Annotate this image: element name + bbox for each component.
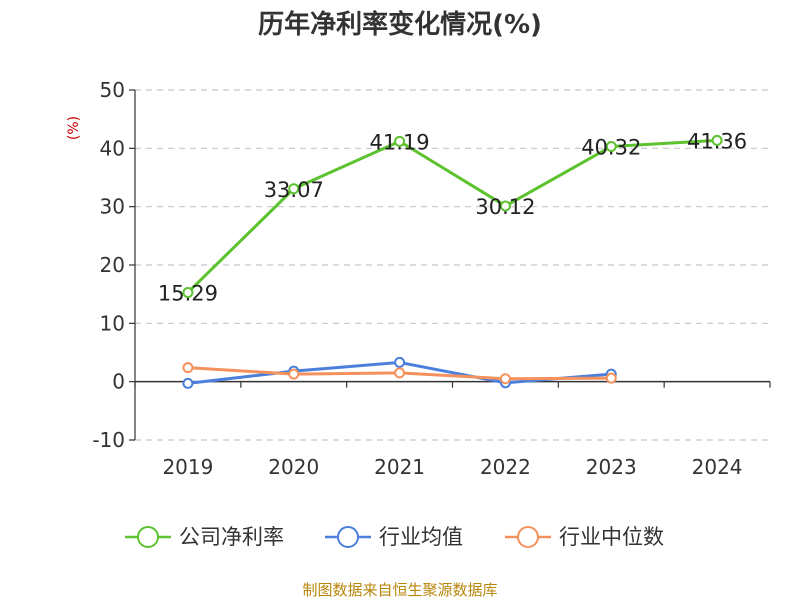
data-point (605, 140, 617, 152)
x-tick-label: 2024 (692, 455, 743, 479)
source-note: 制图数据来自恒生聚源数据库 (302, 581, 497, 599)
data-point (288, 368, 300, 380)
x-tick-label: 2019 (162, 455, 213, 479)
data-labels: 15.29 33.07 41.19 30.12 40.32 41.36 (158, 129, 747, 305)
legend-item[interactable]: 行业均值 (325, 525, 463, 549)
data-point (182, 377, 194, 389)
data-label: 40.32 (581, 135, 641, 159)
y-axis-label: (%) (66, 116, 82, 140)
x-tick-label: 2023 (586, 455, 637, 479)
x-tick-label: 2020 (268, 455, 319, 479)
y-tick-label: -10 (92, 428, 125, 452)
data-point (394, 356, 406, 368)
legend-marker (137, 526, 159, 548)
data-point (499, 200, 511, 212)
y-tick-label: 10 (100, 311, 125, 335)
data-point (288, 183, 300, 195)
legend-label: 行业中位数 (559, 525, 664, 549)
data-point (394, 367, 406, 379)
data-label: 30.12 (475, 195, 535, 219)
y-tick-label: 40 (100, 136, 125, 160)
data-point (605, 372, 617, 384)
legend-label: 行业均值 (379, 525, 463, 549)
legend-marker (337, 526, 359, 548)
legend: 公司净利率 行业均值 行业中位数 (125, 525, 664, 549)
data-label: 41.36 (687, 129, 747, 153)
x-tick-label: 2022 (480, 455, 531, 479)
axes: 50 40 30 20 10 0 -10 2019 2020 2021 2022 2023 2024 (92, 78, 771, 479)
legend-label: 公司净利率 (179, 525, 284, 549)
data-point (499, 373, 511, 385)
grid-lines (135, 89, 770, 441)
data-label: 33.07 (264, 178, 324, 202)
y-tick-label: 20 (100, 253, 125, 277)
series-lines (182, 134, 723, 389)
y-tick-label: 0 (112, 370, 125, 394)
data-label: 41.19 (370, 130, 430, 154)
chart-title: 历年净利率变化情况(%) (258, 9, 542, 40)
data-label: 15.29 (158, 281, 218, 305)
legend-item[interactable]: 行业中位数 (505, 525, 664, 549)
data-point (711, 134, 723, 146)
data-point (182, 286, 194, 298)
legend-marker (517, 526, 539, 548)
data-point (394, 135, 406, 147)
series-line (186, 138, 718, 294)
legend-item[interactable]: 公司净利率 (125, 525, 284, 549)
data-point (182, 362, 194, 374)
y-tick-label: 50 (100, 78, 125, 102)
x-tick-label: 2021 (374, 455, 425, 479)
y-tick-label: 30 (100, 195, 125, 219)
